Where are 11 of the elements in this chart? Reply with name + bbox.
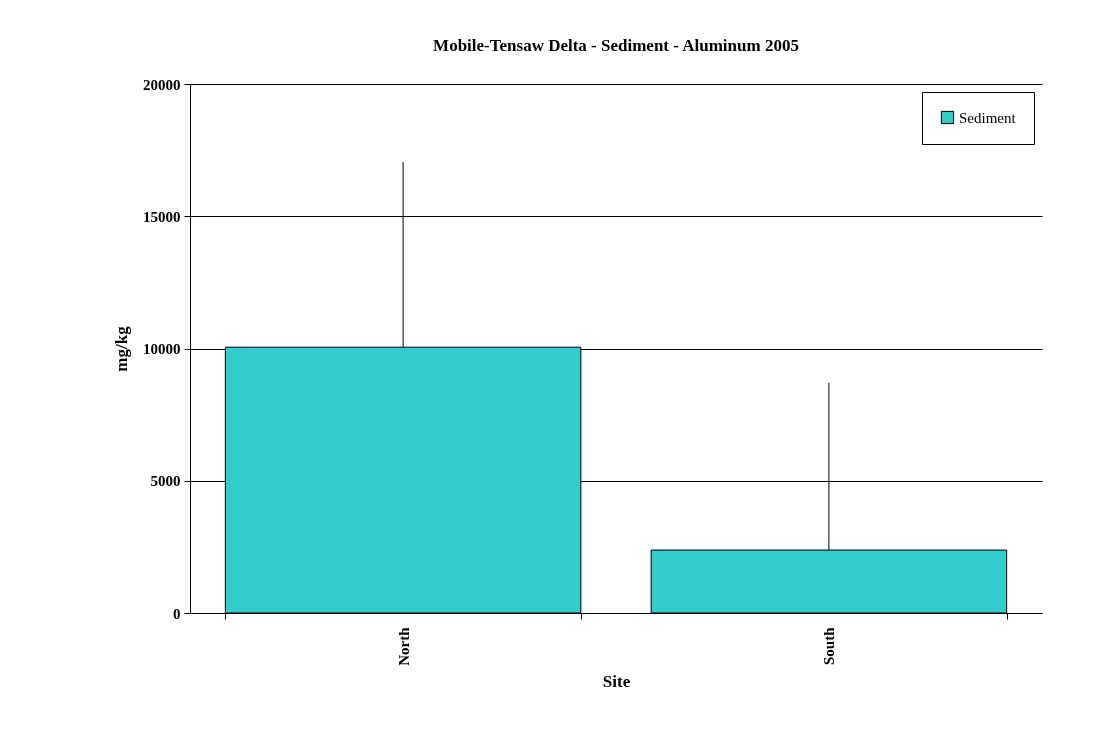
- y-tick-label: 0: [173, 605, 181, 622]
- x-tick-label: South: [821, 626, 838, 666]
- y-axis-title: mg/kg: [112, 325, 131, 372]
- x-tick-label: North: [395, 626, 412, 666]
- y-tick-label: 20000: [143, 76, 181, 93]
- y-tick-label: 5000: [150, 473, 181, 490]
- chart-title: Mobile-Tensaw Delta - Sediment - Aluminum 2005: [433, 36, 799, 55]
- y-tick-label: 10000: [143, 341, 181, 357]
- x-axis-title: Site: [602, 671, 631, 691]
- y-tick-label: 15000: [143, 208, 181, 225]
- legend-label: Sediment: [959, 109, 1017, 126]
